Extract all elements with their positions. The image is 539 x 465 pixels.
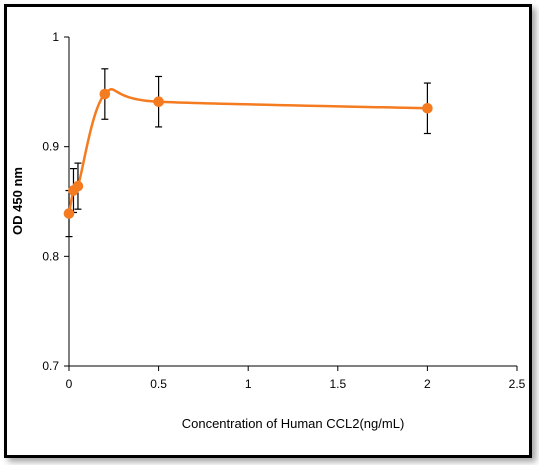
x-tick-label: 1.5 bbox=[329, 377, 346, 391]
y-tick-label: 0.8 bbox=[42, 249, 59, 263]
data-markers bbox=[63, 88, 433, 219]
x-tick-label: 1 bbox=[245, 377, 252, 391]
ticks: 0 0.5 1 1.5 2 2.5 0.7 0.8 0.9 1 bbox=[42, 30, 525, 391]
y-tick-label: 1 bbox=[52, 30, 59, 44]
y-tick-label: 0.9 bbox=[42, 140, 59, 154]
x-tick-label: 0 bbox=[66, 377, 73, 391]
x-tick-label: 2 bbox=[424, 377, 431, 391]
data-point bbox=[99, 88, 111, 100]
x-tick-label: 0.5 bbox=[150, 377, 167, 391]
x-tick-label: 2.5 bbox=[509, 377, 526, 391]
data-point bbox=[72, 180, 84, 192]
data-point bbox=[422, 102, 433, 114]
axes bbox=[68, 37, 517, 367]
series-line bbox=[67, 88, 428, 214]
y-tick-label: 0.7 bbox=[42, 359, 59, 373]
data-point bbox=[63, 208, 75, 219]
y-axis-title: OD 450 nm bbox=[10, 167, 25, 235]
chart-frame bbox=[4, 4, 532, 458]
data-point bbox=[153, 96, 164, 108]
x-axis-title: Concentration of Human CCL2(ng/mL) bbox=[182, 416, 405, 431]
